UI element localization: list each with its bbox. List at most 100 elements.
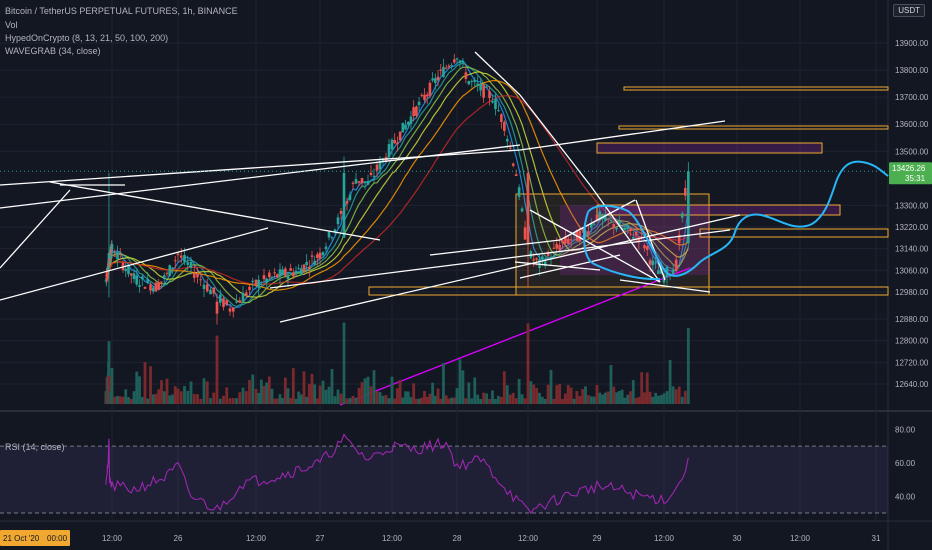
volume-bar [393, 398, 397, 404]
resistance-level-box [623, 86, 889, 91]
volume-bar [417, 398, 421, 404]
volume-bar [143, 362, 147, 404]
volume-bar [584, 386, 587, 404]
volume-bar [270, 388, 274, 404]
volume-bar [241, 387, 245, 404]
candle-body [278, 269, 282, 277]
candle-body [604, 213, 607, 221]
volume-bar [578, 396, 582, 404]
volume-indicator-label[interactable]: Vol [5, 20, 18, 30]
candle-body [409, 116, 413, 124]
candle-body [569, 239, 573, 241]
volume-bar [238, 392, 242, 404]
candle-body [538, 259, 541, 268]
price-tick-label: 13220.00 [895, 223, 929, 232]
candle-body [116, 252, 119, 260]
candle-body [645, 246, 649, 250]
volume-bar [442, 363, 445, 404]
volume-bar [248, 380, 251, 404]
volume-bar [433, 395, 437, 404]
candle-body [485, 86, 488, 88]
candle-body [179, 255, 183, 258]
volume-bar [212, 392, 216, 404]
candle-body [417, 101, 421, 106]
candle-body [305, 261, 308, 266]
white-trendline [49, 181, 381, 241]
candle-body [168, 265, 172, 277]
volume-bar [425, 396, 429, 404]
price-tick-label: 12800.00 [895, 337, 929, 346]
candle-body [648, 260, 652, 265]
volume-bar [273, 398, 277, 404]
candle-body [514, 174, 518, 177]
volume-bar [420, 397, 424, 404]
candle-body [292, 272, 295, 277]
candle-body [202, 284, 206, 290]
hypedoncrypto-indicator-label[interactable]: HypedOnCrypto (8, 13, 21, 50, 100, 200) [5, 33, 169, 43]
volume-bar [412, 383, 416, 404]
candle-body [561, 240, 564, 243]
volume-bar [674, 389, 678, 404]
candle-body [369, 172, 373, 175]
candle-body [455, 58, 459, 60]
volume-bar [289, 397, 293, 404]
volume-bar [592, 396, 596, 404]
forecast-path [587, 160, 889, 277]
wavegrab-indicator-label[interactable]: WAVEGRAB (34, close) [5, 46, 101, 56]
rsi-tick-label: 40.00 [895, 492, 916, 501]
candle-body [526, 172, 530, 244]
volume-bar [257, 392, 261, 404]
white-trendline [269, 229, 731, 289]
candle-body [318, 252, 322, 259]
volume-bar [686, 328, 690, 404]
candle-body [439, 69, 443, 71]
volume-bar [626, 394, 630, 404]
white-trendline [429, 239, 561, 256]
volume-bar [631, 380, 635, 404]
candle-body [366, 181, 370, 185]
volume-bar [127, 397, 130, 404]
volume-bar [118, 396, 122, 404]
symbol-title[interactable]: Bitcoin / TetherUS PERPETUAL FUTURES, 1h… [5, 6, 238, 16]
candle-body [186, 262, 190, 265]
volume-bar [431, 382, 435, 404]
candle-body [390, 139, 394, 150]
candle-body [222, 298, 225, 308]
currency-button[interactable]: USDT [893, 4, 925, 17]
rsi-indicator-label[interactable]: RSI (14, close) [5, 442, 65, 452]
candle-body [401, 122, 405, 133]
candle-body [225, 300, 229, 305]
candle-body [135, 275, 139, 285]
white-trendline [635, 199, 666, 281]
candle-body [124, 268, 128, 272]
candle-body [494, 99, 497, 110]
volume-bar [485, 393, 488, 404]
candle-body [623, 227, 627, 231]
volume-bar [569, 387, 573, 404]
volume-bar [222, 395, 225, 404]
volume-bar [543, 398, 547, 404]
volume-bar [508, 394, 512, 404]
candle-body [631, 237, 635, 239]
candle-body [212, 287, 216, 294]
candle-body [564, 236, 567, 244]
volume-bar [162, 391, 166, 404]
volume-bar [444, 395, 448, 404]
volume-bar [523, 398, 527, 404]
time-tick-label: 12:00 [382, 534, 403, 543]
candle-body [151, 287, 155, 292]
volume-bar [354, 397, 358, 404]
volume-bar [428, 393, 432, 404]
crosshair-time-badge [0, 530, 70, 546]
volume-bar [176, 388, 180, 404]
candle-body [199, 279, 203, 281]
candle-body [589, 223, 593, 228]
candle-body [160, 281, 163, 283]
volume-bar [387, 398, 391, 404]
price-tick-label: 13140.00 [895, 245, 929, 254]
candle-body [671, 269, 675, 275]
volume-bar [307, 383, 311, 404]
volume-bar [109, 378, 112, 404]
candle-body [444, 67, 448, 69]
